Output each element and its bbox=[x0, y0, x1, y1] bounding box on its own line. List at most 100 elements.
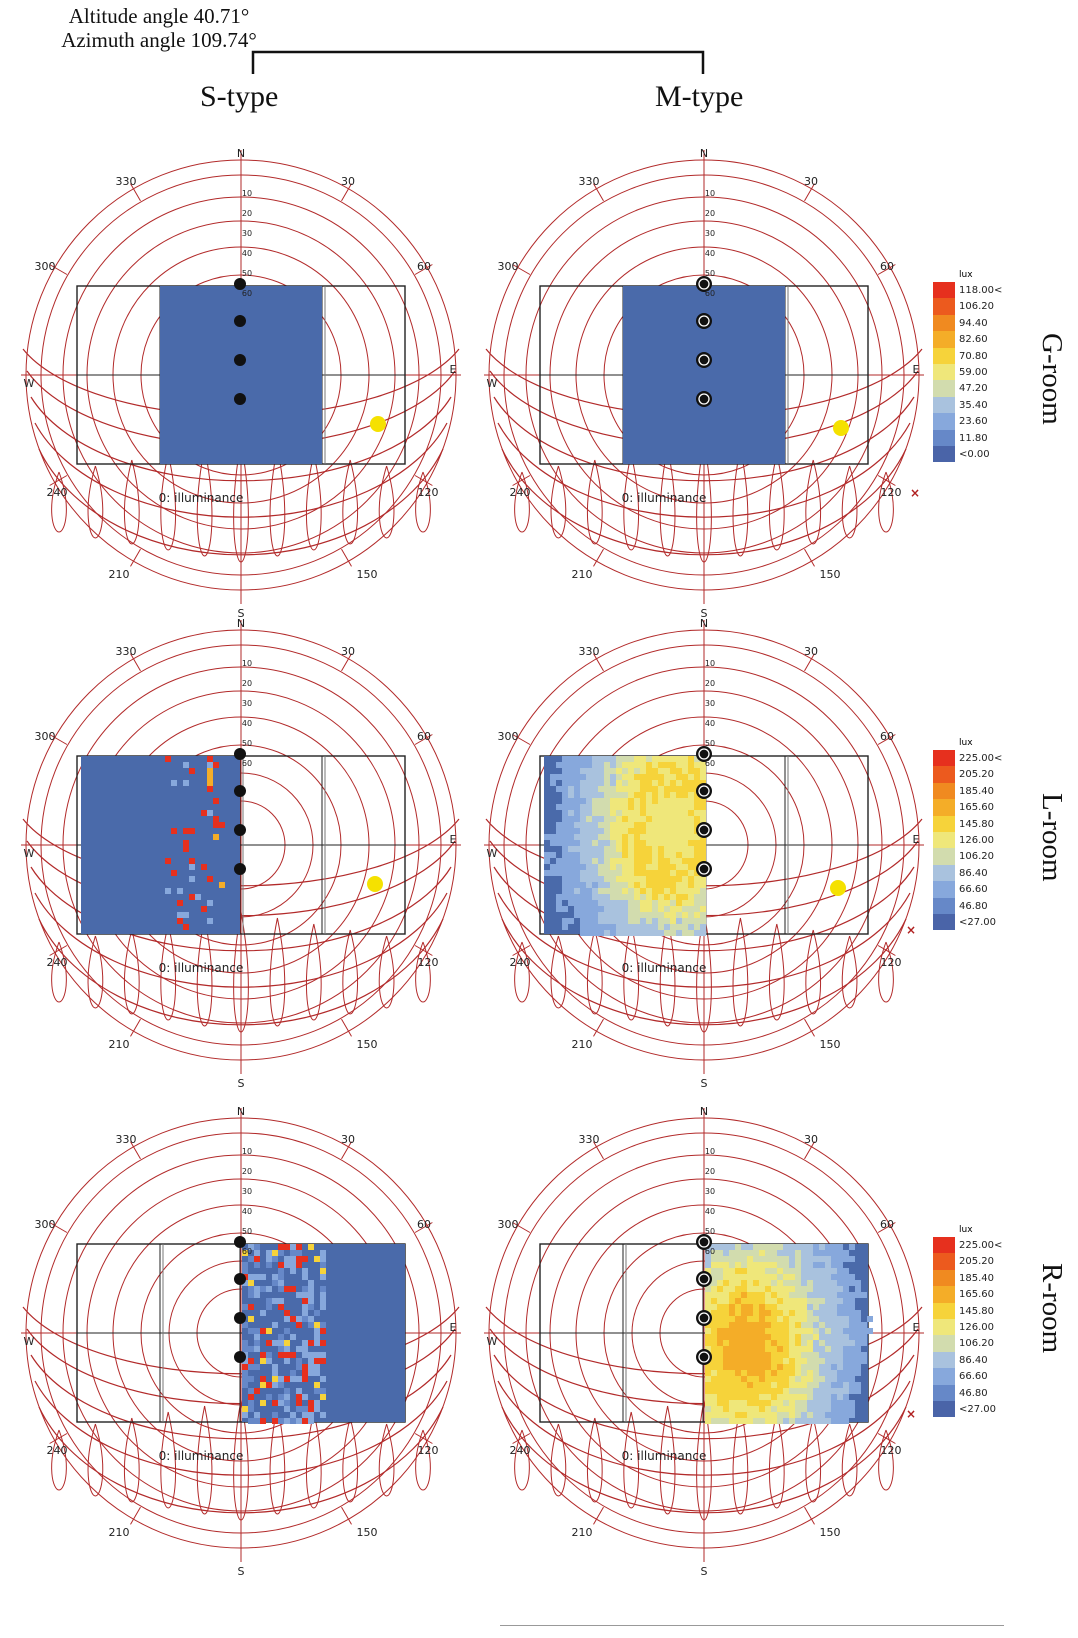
heat-cell bbox=[747, 1376, 753, 1382]
marker-x-l: × bbox=[906, 923, 917, 937]
legend-entry: 11.80 bbox=[933, 429, 1023, 446]
heat-cell bbox=[260, 1418, 266, 1424]
heat-cell bbox=[819, 1250, 825, 1256]
heat-cell bbox=[729, 1412, 735, 1418]
heat-cell bbox=[604, 846, 610, 852]
heat-cell bbox=[562, 756, 568, 762]
heat-cell bbox=[837, 1418, 843, 1424]
analemma-loop bbox=[586, 459, 603, 545]
heat-cell bbox=[670, 930, 676, 936]
heat-cell bbox=[592, 762, 598, 768]
heat-cell bbox=[765, 1322, 771, 1328]
heat-cell bbox=[586, 762, 592, 768]
heat-cell bbox=[604, 762, 610, 768]
heat-cell bbox=[825, 1328, 831, 1334]
heat-cell bbox=[729, 1292, 735, 1298]
compass-west: W bbox=[487, 377, 498, 390]
heat-cell bbox=[568, 756, 574, 762]
analemma-loop bbox=[768, 1411, 785, 1509]
heat-cell bbox=[711, 1364, 717, 1370]
heat-cell bbox=[747, 1286, 753, 1292]
heat-cell bbox=[837, 1358, 843, 1364]
legend-entry: 66.60 bbox=[933, 881, 1023, 898]
altitude-label: 50 bbox=[242, 1227, 252, 1236]
heat-cell bbox=[735, 1334, 741, 1340]
heat-cell bbox=[717, 1310, 723, 1316]
window-marker bbox=[698, 1312, 710, 1324]
heat-cell bbox=[807, 1286, 813, 1292]
legend-value: 11.80 bbox=[959, 432, 988, 444]
heat-cell bbox=[741, 1346, 747, 1352]
heat-cell bbox=[278, 1418, 284, 1424]
heat-cell bbox=[616, 786, 622, 792]
heat-cell bbox=[837, 1286, 843, 1292]
heat-cell bbox=[308, 1298, 314, 1304]
heat-cell bbox=[789, 1244, 795, 1250]
heat-cell bbox=[652, 792, 658, 798]
heat-cell bbox=[801, 1388, 807, 1394]
heat-cell bbox=[765, 1346, 771, 1352]
heat-cell bbox=[278, 1274, 284, 1280]
legend-swatch bbox=[933, 1253, 955, 1270]
heat-cell bbox=[783, 1370, 789, 1376]
heat-cell bbox=[729, 1418, 735, 1424]
heat-cell bbox=[676, 924, 682, 930]
heat-cell bbox=[580, 924, 586, 930]
heat-cell bbox=[604, 900, 610, 906]
heat-cell bbox=[777, 1316, 783, 1322]
heat-cell bbox=[700, 918, 706, 924]
heat-cell bbox=[765, 1262, 771, 1268]
heat-cell bbox=[765, 1274, 771, 1280]
heat-cell bbox=[771, 1400, 777, 1406]
heat-cell bbox=[634, 786, 640, 792]
heat-cell bbox=[801, 1358, 807, 1364]
heat-cell bbox=[676, 810, 682, 816]
heat-cell bbox=[723, 1304, 729, 1310]
window-marker bbox=[698, 1351, 710, 1363]
heat-cell bbox=[580, 816, 586, 822]
heat-cell bbox=[592, 798, 598, 804]
heat-cell bbox=[688, 780, 694, 786]
heat-cell bbox=[729, 1316, 735, 1322]
heat-cell bbox=[664, 852, 670, 858]
heat-cell bbox=[700, 774, 706, 780]
heat-cell bbox=[795, 1328, 801, 1334]
sun-path-arc bbox=[485, 1306, 923, 1375]
altitude-label: 20 bbox=[242, 209, 252, 218]
heat-cell bbox=[562, 810, 568, 816]
window-marker bbox=[696, 783, 712, 799]
heat-cell bbox=[550, 834, 556, 840]
sunpath-diagram: NSWE30601201502102403003301020304050600:… bbox=[484, 147, 924, 620]
legend-swatch bbox=[933, 413, 955, 430]
heat-cell bbox=[849, 1346, 855, 1352]
heat-cell bbox=[813, 1286, 819, 1292]
heat-cell bbox=[747, 1292, 753, 1298]
heat-cell bbox=[753, 1322, 759, 1328]
heat-cell bbox=[622, 756, 628, 762]
heat-cell bbox=[682, 918, 688, 924]
heat-cell bbox=[664, 912, 670, 918]
heat-cell bbox=[735, 1346, 741, 1352]
heat-cell bbox=[831, 1328, 837, 1334]
heat-cell bbox=[682, 894, 688, 900]
azimuth-label: 60 bbox=[417, 730, 431, 743]
heat-cell bbox=[278, 1394, 284, 1400]
heat-cell bbox=[747, 1268, 753, 1274]
heat-cell bbox=[759, 1394, 765, 1400]
heat-cell bbox=[813, 1250, 819, 1256]
heat-cell bbox=[711, 1250, 717, 1256]
heat-cell bbox=[260, 1382, 266, 1388]
heat-cell bbox=[807, 1274, 813, 1280]
heat-cell bbox=[682, 864, 688, 870]
sun-path-arc bbox=[501, 1406, 907, 1514]
analemma-loop bbox=[123, 929, 140, 1015]
azimuth-label: 60 bbox=[880, 730, 894, 743]
heat-cell bbox=[819, 1394, 825, 1400]
heat-cell bbox=[284, 1244, 290, 1250]
heat-cell bbox=[831, 1388, 837, 1394]
heat-cell bbox=[634, 780, 640, 786]
heat-cell bbox=[664, 810, 670, 816]
sunpath-diagram: NSWE30601201502102403003301020304050600:… bbox=[21, 617, 461, 1090]
heat-cell bbox=[254, 1334, 260, 1340]
heat-cell bbox=[855, 1364, 861, 1370]
